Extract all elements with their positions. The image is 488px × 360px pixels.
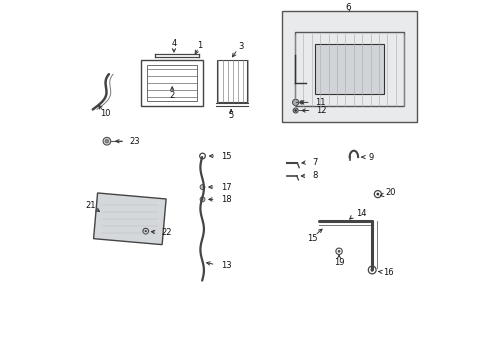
Text: 7: 7 [312,158,317,167]
Text: 12: 12 [315,106,325,115]
Text: 5: 5 [228,111,233,120]
Text: 2: 2 [169,91,174,100]
Circle shape [144,230,146,232]
Text: 4: 4 [171,39,176,48]
Text: 6: 6 [345,3,351,12]
Text: 11: 11 [314,98,325,107]
Text: 17: 17 [221,183,231,192]
Polygon shape [93,193,166,245]
Bar [281,11,417,122]
Text: 19: 19 [333,258,344,267]
Text: 1: 1 [197,41,202,50]
Text: 15: 15 [306,234,317,243]
Circle shape [294,109,296,112]
Circle shape [105,139,108,143]
Circle shape [200,185,204,189]
Text: 14: 14 [355,209,366,218]
Text: 3: 3 [238,42,243,51]
Text: 23: 23 [130,137,140,146]
Text: 15: 15 [221,152,232,161]
Text: 20: 20 [384,188,395,197]
Text: 10: 10 [100,109,110,118]
Text: 22: 22 [161,229,172,238]
Circle shape [376,193,379,195]
Text: 18: 18 [221,195,231,204]
Text: 9: 9 [368,153,373,162]
Text: 16: 16 [383,268,393,277]
Circle shape [370,268,373,272]
Text: 21: 21 [85,201,96,210]
Circle shape [200,197,204,202]
Circle shape [337,250,340,253]
Circle shape [292,99,298,105]
Text: 8: 8 [312,171,317,180]
Polygon shape [315,44,383,94]
Text: 13: 13 [221,261,231,270]
Circle shape [299,100,303,104]
Circle shape [103,137,111,145]
